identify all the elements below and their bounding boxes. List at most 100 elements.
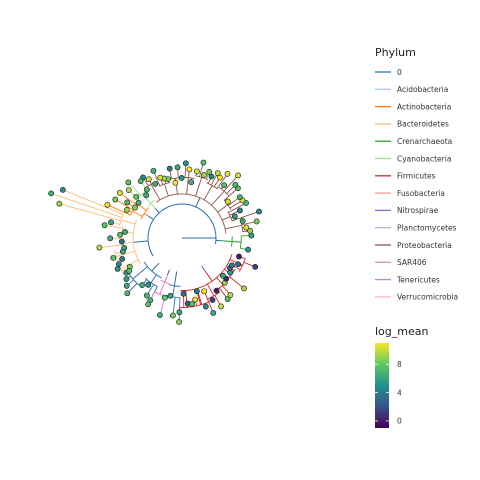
tip-point	[161, 294, 168, 301]
tip-point	[139, 282, 145, 288]
tip-point	[114, 266, 121, 272]
tip-point	[104, 201, 111, 208]
tip-point	[152, 180, 159, 187]
tip-point	[123, 282, 130, 289]
tip-point	[147, 297, 154, 304]
tree-branch	[150, 203, 156, 209]
tip-point	[56, 200, 63, 207]
tree-branch	[59, 203, 121, 222]
tip-point	[227, 292, 234, 298]
tree-branch	[195, 177, 203, 197]
tip-point	[124, 199, 131, 206]
tip-point	[200, 172, 207, 178]
tree-branch	[150, 184, 161, 201]
tip-point	[201, 288, 208, 295]
tree-branch	[119, 192, 136, 205]
tree-branch	[204, 270, 213, 282]
legend-label: Fusobacteria	[397, 189, 445, 198]
colorbar-tick-label: 0	[397, 417, 402, 426]
tree-branch	[50, 192, 122, 218]
tree-branch	[203, 185, 213, 201]
tip-point	[236, 207, 243, 214]
tree-branch	[231, 211, 260, 222]
tip-point	[143, 192, 150, 199]
tip-point	[236, 253, 242, 260]
tip-point	[241, 285, 247, 292]
tree-branch	[223, 187, 239, 201]
tree-branch-arc	[238, 258, 246, 272]
tip-point	[210, 310, 217, 316]
legend-label: Acidobacteria	[397, 85, 448, 94]
tip-point	[110, 254, 117, 261]
tree-branch	[107, 204, 131, 216]
tree-branch	[216, 173, 228, 189]
tree-branch	[150, 274, 157, 283]
legend-label: Planctomycetes	[397, 224, 457, 233]
tree-branch-arc	[231, 236, 233, 247]
tip-point	[235, 172, 241, 179]
tip-point	[112, 196, 119, 203]
legend-label: Verrucomicrobia	[397, 293, 458, 302]
tip-point	[180, 290, 187, 297]
tip-point	[176, 309, 183, 316]
tree-branch	[197, 197, 201, 202]
tip-point	[209, 297, 216, 303]
tip-point	[143, 292, 150, 299]
tip-point	[208, 173, 215, 180]
tree-branch	[164, 275, 168, 283]
tree-branch-arc	[144, 277, 158, 287]
tip-point	[239, 218, 246, 224]
tip-point	[194, 168, 200, 175]
tip-point	[174, 164, 181, 171]
tip-point	[188, 179, 195, 186]
tip-point	[166, 165, 173, 172]
tree-branch	[211, 190, 225, 206]
tip-point	[96, 244, 103, 251]
tip-point	[235, 261, 241, 268]
tree-branch	[206, 283, 215, 297]
tip-point	[176, 319, 182, 325]
tip-point	[101, 222, 108, 229]
tip-point	[167, 292, 174, 299]
tip-point	[247, 227, 254, 234]
tree-branch-arc	[179, 306, 195, 309]
tree-branch	[132, 266, 148, 280]
log-mean-colorbar-legend: log_mean 0 4 8	[375, 325, 428, 428]
tip-point	[221, 182, 227, 189]
tree-branch	[195, 201, 199, 208]
tree-branch	[115, 199, 134, 211]
tip-point	[119, 256, 126, 262]
phylum-legend-entries: 0 Acidobacteria Actinobacteria Bacteroidete…	[375, 68, 458, 302]
tree-branch	[173, 277, 177, 286]
tip-point	[143, 186, 150, 193]
tip-point	[224, 170, 231, 177]
tip-point	[189, 301, 195, 307]
tree-branch	[232, 241, 242, 243]
tree-branch	[120, 219, 136, 225]
tip-point	[232, 181, 239, 188]
tree-branch	[175, 271, 178, 278]
tree-branch-arc	[227, 211, 233, 222]
tree-branch	[159, 281, 166, 295]
tip-point	[213, 287, 220, 294]
tip-point	[145, 176, 152, 183]
tree-branch-arc	[160, 279, 170, 284]
tip-point	[118, 238, 125, 245]
tip-point	[48, 190, 55, 197]
tree-branch-arc	[132, 219, 141, 265]
phylum-legend: Phylum 0 Acidobacteria Actinobacteria Bacte…	[375, 46, 458, 302]
tip-point	[200, 159, 207, 166]
tip-point	[125, 179, 132, 186]
tip-point	[119, 248, 126, 255]
tree-branch	[217, 204, 229, 213]
legend-label: Cyanobacteria	[397, 154, 451, 163]
tree-branch	[186, 177, 189, 195]
legend-label: Actinobacteria	[397, 102, 451, 111]
tree-branch-arc	[218, 186, 230, 197]
tip-point	[59, 186, 66, 193]
legend-label: Crenarchaeota	[397, 137, 452, 146]
tip-point	[245, 246, 251, 253]
tree-branch	[221, 240, 233, 243]
tree-branch-arc	[158, 182, 171, 187]
